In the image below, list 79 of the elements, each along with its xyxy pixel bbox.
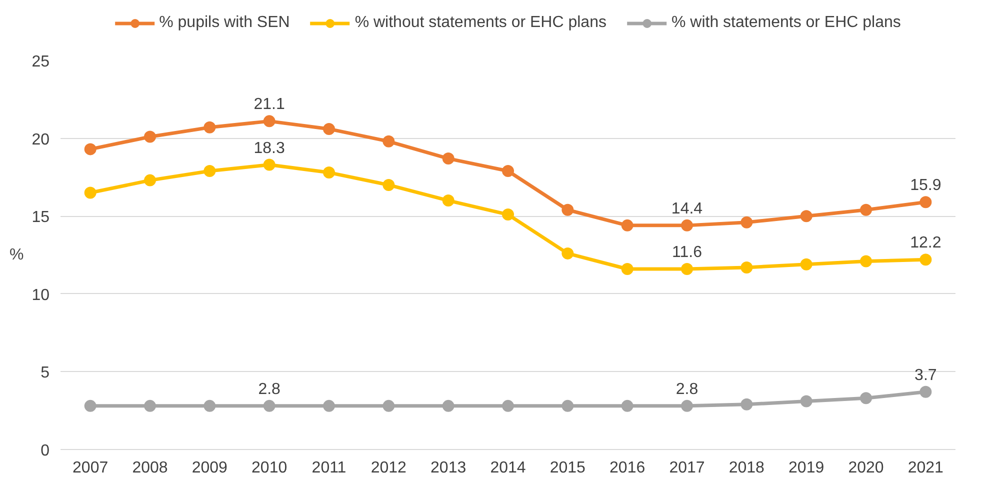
point xyxy=(323,166,335,179)
x-tick-label: 2009 xyxy=(192,460,228,476)
data-label: 11.6 xyxy=(672,244,702,262)
point xyxy=(860,392,872,404)
point xyxy=(800,395,812,408)
point xyxy=(263,115,276,128)
point xyxy=(860,255,872,268)
point xyxy=(502,400,514,412)
point xyxy=(144,130,156,143)
point xyxy=(920,386,932,398)
data-label: 12.2 xyxy=(910,234,942,252)
x-tick-label: 2016 xyxy=(610,460,646,476)
y-tick-label: 25 xyxy=(32,54,50,70)
point xyxy=(84,400,96,412)
x-tick-label: 2015 xyxy=(550,460,586,476)
data-label: 3.7 xyxy=(914,366,937,384)
x-tick-label: 2007 xyxy=(72,460,108,476)
point xyxy=(920,254,932,266)
x-tick-label: 2018 xyxy=(728,460,765,476)
x-tick-label: 2014 xyxy=(490,460,526,476)
point xyxy=(263,158,276,171)
point xyxy=(204,121,216,134)
point xyxy=(800,210,812,222)
point xyxy=(621,400,634,412)
point xyxy=(920,196,932,208)
point xyxy=(84,186,96,199)
x-tick-label: 2011 xyxy=(312,460,346,476)
data-label: 21.1 xyxy=(254,96,286,114)
point xyxy=(84,143,96,156)
y-tick-label: 10 xyxy=(32,286,50,304)
point xyxy=(681,219,693,232)
point xyxy=(681,263,693,275)
data-label: 15.9 xyxy=(910,177,942,194)
y-axis-title: % xyxy=(9,246,24,264)
point xyxy=(740,261,753,274)
y-tick-label: 15 xyxy=(32,209,50,226)
point xyxy=(382,178,395,191)
y-tick-label: 20 xyxy=(32,131,50,148)
x-tick-label: 2020 xyxy=(848,460,884,476)
point xyxy=(740,216,753,228)
point xyxy=(442,400,454,412)
point xyxy=(442,152,454,165)
point xyxy=(621,219,634,232)
data-label: 18.3 xyxy=(254,140,286,157)
legend-label: % pupils with SEN xyxy=(159,14,290,32)
x-tick-label: 2012 xyxy=(370,460,407,476)
legend-label: % with statements or EHC plans xyxy=(671,14,901,32)
x-tick-label: 2013 xyxy=(430,460,466,476)
point xyxy=(323,122,335,135)
x-tick-label: 2021 xyxy=(908,460,944,476)
point xyxy=(204,400,216,412)
point xyxy=(740,398,753,410)
point xyxy=(562,204,574,216)
point xyxy=(681,400,693,412)
legend-label: % without statements or EHC plans xyxy=(354,14,606,32)
point xyxy=(144,174,156,186)
x-tick-label: 2010 xyxy=(252,460,288,476)
x-tick-label: 2008 xyxy=(132,460,168,476)
point xyxy=(442,194,454,207)
point xyxy=(263,400,276,412)
data-label: 14.4 xyxy=(671,200,703,218)
data-label: 2.8 xyxy=(258,380,281,398)
point xyxy=(323,400,335,412)
point xyxy=(382,400,395,412)
point xyxy=(621,263,634,275)
x-tick-label: 2019 xyxy=(788,460,824,476)
point xyxy=(860,204,872,216)
point xyxy=(204,164,216,177)
point xyxy=(502,208,514,221)
point xyxy=(800,258,812,270)
point xyxy=(382,135,395,148)
data-label: 2.8 xyxy=(676,380,698,398)
y-tick-label: 5 xyxy=(40,364,50,382)
point xyxy=(562,400,574,412)
point xyxy=(144,400,156,412)
y-tick-label: 0 xyxy=(40,442,50,460)
point xyxy=(562,247,574,260)
x-tick-label: 2017 xyxy=(669,460,705,476)
point xyxy=(502,164,514,177)
